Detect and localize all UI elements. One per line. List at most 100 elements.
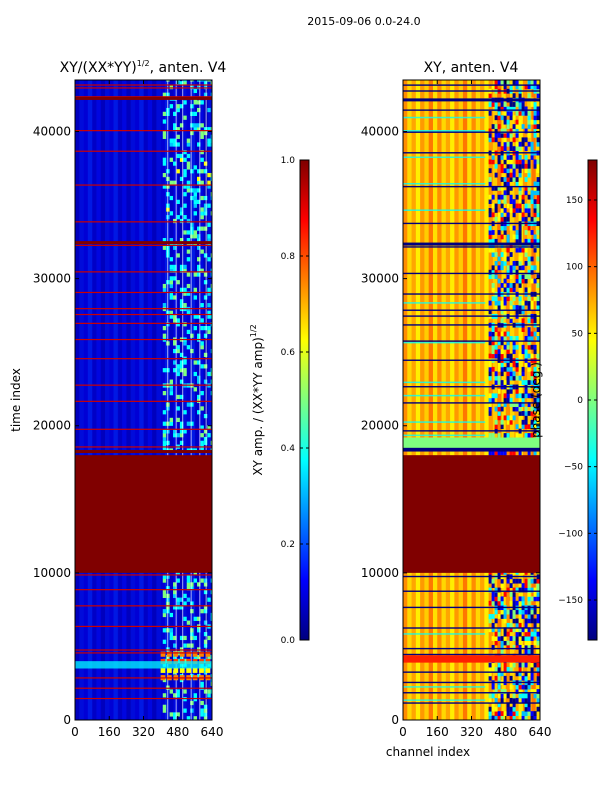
right-phase-cell: [533, 631, 537, 637]
right-heatmap-image: [403, 80, 540, 720]
right-saturated-block: [403, 455, 540, 573]
right-phase-cell: [512, 450, 516, 456]
right-phase-cell: [494, 84, 498, 90]
right-phase-cell: [518, 309, 522, 315]
left-hot-cell: [179, 123, 184, 128]
right-phase-cell: [524, 689, 528, 694]
left-hot-cell: [183, 230, 187, 235]
left-hot-cell: [169, 635, 174, 641]
right-phase-cell: [512, 212, 516, 218]
right-phase-cell: [509, 146, 513, 152]
left-flag-row: [75, 677, 212, 679]
right-phase-cell: [515, 119, 519, 125]
left-hot-cell: [183, 184, 187, 189]
left-hot-cell: [162, 421, 167, 426]
right-phase-cell: [494, 203, 498, 209]
right-phase-cell: [527, 596, 531, 602]
left-hot-cell: [193, 199, 198, 204]
right-phase-cell: [497, 627, 501, 633]
left-hot-cell: [179, 104, 184, 109]
right-phase-cell: [527, 340, 531, 346]
left-hot-cell: [162, 410, 167, 415]
right-phase-cell: [488, 230, 492, 235]
right-phase-cell: [530, 393, 534, 399]
right-noise-row: [403, 130, 486, 132]
left-hot-cell: [200, 134, 204, 139]
right-phase-cell: [506, 415, 510, 421]
left-hot-cell: [183, 215, 187, 220]
left-xtick-label: 320: [132, 725, 155, 739]
left-hot-cell: [207, 329, 211, 335]
right-phase-cell: [530, 371, 534, 377]
right-phase-cell: [488, 600, 492, 606]
left-hot-cell: [183, 368, 187, 373]
left-burst-cell: [173, 667, 179, 673]
right-phase-cell: [497, 331, 501, 337]
left-hot-cell: [173, 127, 177, 132]
right-phase-cell: [515, 393, 519, 399]
right-phase-cell: [536, 305, 540, 310]
right-phase-cell: [494, 424, 498, 430]
right-phase-cell: [488, 212, 492, 218]
left-hot-cell: [210, 253, 212, 258]
right-phase-cell: [527, 110, 531, 116]
right-phase-cell: [533, 238, 537, 244]
left-hot-cell: [176, 605, 180, 610]
right-phase-cell: [506, 181, 510, 187]
right-phase-cell: [530, 667, 534, 672]
left-hot-cell: [176, 406, 180, 411]
right-phase-cell: [494, 336, 498, 341]
left-hot-cell: [190, 609, 194, 614]
right-phase-cell: [530, 305, 534, 310]
left-hot-cell: [186, 643, 191, 648]
right-phase-cell: [500, 177, 504, 182]
left-hot-cell: [210, 616, 212, 621]
right-phase-cell: [527, 238, 531, 244]
right-phase-cell: [500, 216, 504, 222]
right-phase-cell: [518, 185, 522, 191]
right-phase-cell: [494, 216, 498, 222]
left-hot-cell: [197, 616, 201, 621]
left-hot-cell: [210, 142, 212, 147]
right-phase-cell: [494, 132, 498, 138]
left-hot-cell: [176, 142, 180, 147]
left-hot-cell: [197, 199, 201, 204]
right-phase-cell: [527, 212, 531, 218]
right-phase-cell: [533, 592, 537, 597]
right-phase-cell: [497, 631, 501, 637]
right-phase-cell: [497, 185, 501, 191]
right-phase-cell: [524, 415, 528, 421]
right-phase-cell: [530, 578, 534, 584]
left-hot-cell: [179, 425, 184, 430]
right-phase-cell: [503, 693, 507, 699]
right-colorbar-tick-label: −150: [558, 596, 583, 606]
left-hot-cell: [200, 123, 204, 128]
left-flag-row: [75, 308, 212, 310]
left-hot-cell: [186, 421, 191, 426]
right-phase-cell: [491, 596, 495, 602]
left-hot-cell: [190, 632, 194, 637]
left-channel-stripe: [130, 80, 136, 720]
right-phase-cell: [527, 627, 531, 633]
right-phase-cell: [500, 600, 504, 606]
left-hot-cell: [183, 429, 187, 434]
left-hot-cell: [183, 601, 187, 606]
left-hot-cell: [190, 402, 194, 407]
left-hot-cell: [183, 150, 187, 155]
right-phase-cell: [524, 278, 528, 284]
left-hot-cell: [176, 280, 180, 285]
right-phase-cell: [500, 366, 504, 372]
right-ytick-label: 0: [391, 713, 399, 727]
right-noise-row: [403, 421, 486, 423]
right-phase-cell: [509, 336, 513, 341]
right-phase-cell: [512, 225, 516, 231]
left-channel-stripe: [104, 80, 110, 720]
left-hot-cell: [200, 226, 204, 231]
right-phase-cell: [512, 336, 516, 341]
right-phase-cell: [506, 622, 510, 628]
right-phase-cell: [521, 274, 525, 280]
left-hot-cell: [173, 264, 177, 270]
right-phase-cell: [494, 600, 498, 606]
right-phase-cell: [536, 393, 540, 399]
right-phase-cell: [491, 578, 495, 584]
